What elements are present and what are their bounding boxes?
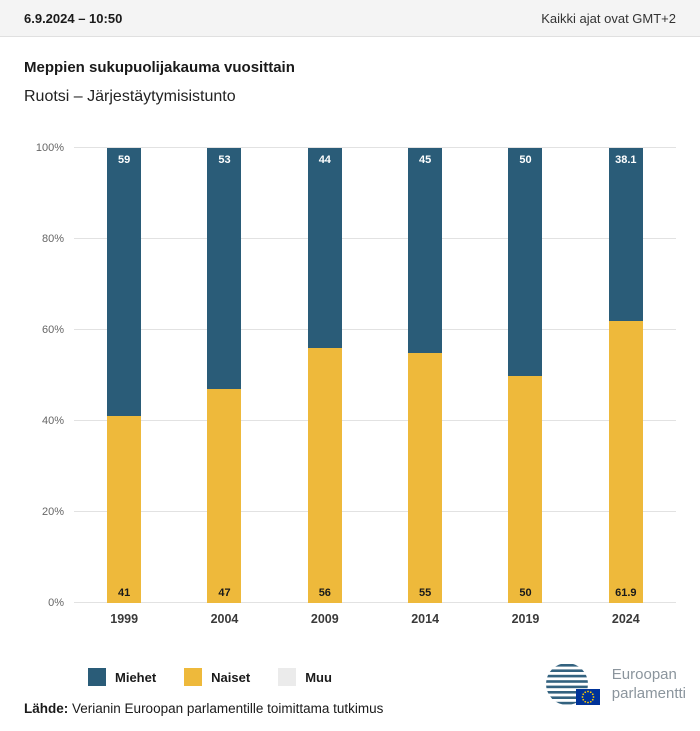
bar-slot: 38.1 61.9 [576, 148, 676, 603]
segment-naiset[interactable] [608, 321, 643, 603]
plot-area: 59 41 53 47 44 56 45 55 50 50 38.1 61.9 [74, 147, 676, 603]
legend-item-muu[interactable]: Muu [278, 668, 332, 686]
segment-naiset[interactable] [307, 348, 342, 603]
bar-slot: 45 55 [375, 148, 475, 603]
logo-line1: Euroopan [611, 666, 677, 684]
y-axis-tick-label: 60% [41, 324, 64, 336]
x-axis-label: 1999 [110, 612, 139, 626]
source-label: Lähde: [24, 701, 69, 716]
legend-item-naiset[interactable]: Naiset [184, 668, 250, 686]
y-axis-tick-label: 0% [48, 597, 64, 609]
segment-miehet[interactable] [107, 148, 142, 417]
bars-layer: 59 41 53 47 44 56 45 55 50 50 38.1 61.9 [74, 148, 676, 603]
legend-swatch-miehet [88, 668, 106, 686]
y-axis-tick-label: 40% [41, 415, 64, 427]
y-axis-tick-label: 80% [41, 233, 64, 245]
hemicycle-icon [545, 664, 600, 705]
segment-naiset[interactable] [508, 375, 543, 603]
segment-miehet[interactable] [608, 148, 643, 322]
legend-label-miehet: Miehet [115, 669, 157, 685]
stacked-bar-2009[interactable]: 44 56 [307, 148, 342, 603]
legend-label-muu: Muu [305, 669, 332, 685]
bar-value-miehet: 38.1 [615, 154, 637, 166]
bar-slot: 59 41 [74, 148, 174, 603]
segment-miehet[interactable] [408, 148, 443, 353]
legend: Miehet Naiset Muu [88, 668, 700, 686]
gridline [74, 511, 676, 512]
stacked-bar-2014[interactable]: 45 55 [408, 148, 443, 603]
bar-value-miehet: 59 [118, 154, 131, 166]
bar-value-miehet: 44 [318, 154, 331, 166]
x-axis-label: 2004 [210, 612, 239, 626]
segment-naiset[interactable] [107, 416, 142, 603]
logo-line2: parlamentti [611, 685, 686, 702]
european-parliament-logo[interactable]: Euroopan parlamentti [542, 661, 686, 709]
legend-item-miehet[interactable]: Miehet [88, 668, 156, 686]
stacked-bar-2024[interactable]: 38.1 61.9 [608, 148, 643, 603]
bar-value-naiset: 47 [218, 587, 231, 599]
x-axis-label: 2024 [611, 612, 640, 626]
bar-slot: 44 56 [275, 148, 375, 603]
bar-value-naiset: 61.9 [615, 587, 637, 599]
bar-value-miehet: 45 [419, 154, 432, 166]
source-note: Lähde: Verianin Euroopan parlamentille t… [24, 701, 383, 716]
legend-label-naiset: Naiset [211, 669, 251, 685]
bar-value-naiset: 50 [519, 587, 532, 599]
bar-slot: 53 47 [174, 148, 274, 603]
x-axis-label: 2014 [411, 612, 440, 626]
top-bar: 6.9.2024 – 10:50 Kaikki ajat ovat GMT+2 [0, 0, 700, 37]
source-text: Verianin Euroopan parlamentille toimitta… [68, 701, 384, 716]
gridline [74, 147, 676, 148]
bar-value-naiset: 55 [419, 587, 432, 599]
gridline [74, 329, 676, 330]
segment-miehet[interactable] [508, 148, 543, 376]
chart: 0% 20% 40% 60% 80% 100% 59 41 53 47 44 56 45 55 50 50 3… [24, 142, 676, 626]
y-axis-tick-label: 20% [41, 506, 64, 518]
datetime-label: 6.9.2024 – 10:50 [24, 10, 123, 26]
x-axis-labels: 1999 2004 2009 2014 2019 2024 [74, 612, 676, 626]
stacked-bar-2019[interactable]: 50 50 [508, 148, 543, 603]
legend-swatch-naiset [184, 668, 203, 686]
bar-slot: 50 50 [475, 148, 575, 603]
y-axis-tick-label: 100% [35, 142, 64, 154]
segment-naiset[interactable] [207, 389, 242, 603]
x-axis-label: 2019 [511, 612, 540, 626]
chart-subtitle: Ruotsi – Järjestäytymisistunto [24, 88, 236, 105]
gridline [74, 602, 676, 603]
stacked-bar-1999[interactable]: 59 41 [107, 148, 142, 603]
y-axis-labels: 0% 20% 40% 60% 80% 100% [24, 142, 74, 609]
bar-value-naiset: 41 [118, 587, 131, 599]
segment-miehet[interactable] [307, 148, 342, 349]
stacked-bar-2004[interactable]: 53 47 [207, 148, 242, 603]
segment-naiset[interactable] [408, 352, 443, 603]
logo-text: Euroopan parlamentti [612, 666, 686, 704]
bar-value-miehet: 50 [519, 154, 532, 166]
timezone-label: Kaikki ajat ovat GMT+2 [541, 10, 676, 26]
legend-swatch-muu [278, 668, 297, 686]
gridline [74, 420, 676, 421]
bar-value-miehet: 53 [218, 154, 231, 166]
segment-miehet[interactable] [207, 148, 242, 390]
bar-value-naiset: 56 [318, 587, 331, 599]
eu-flag-icon [575, 689, 600, 705]
gridline [74, 238, 676, 239]
x-axis-label: 2009 [310, 612, 339, 626]
chart-title: Meppien sukupuolijakauma vuosittain [24, 59, 295, 76]
